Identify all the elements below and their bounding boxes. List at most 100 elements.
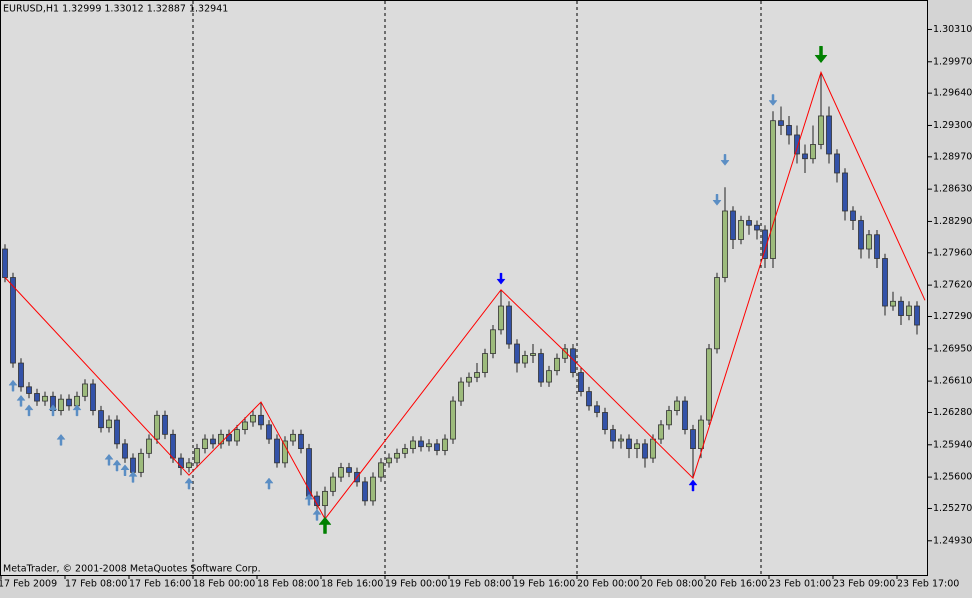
candle-body bbox=[778, 120, 784, 126]
candle-body bbox=[194, 448, 200, 464]
x-tick-label: 17 Feb 08:00 bbox=[65, 579, 127, 590]
sell-arrow bbox=[814, 45, 828, 64]
candle-body bbox=[658, 424, 664, 440]
y-tick-label: 1.25270 bbox=[933, 503, 972, 514]
candle-body bbox=[130, 457, 136, 473]
candle-body bbox=[786, 125, 792, 136]
candle-body bbox=[514, 343, 520, 364]
y-tick-label: 1.29300 bbox=[933, 120, 972, 131]
candle-body bbox=[722, 210, 728, 278]
candle-body bbox=[114, 419, 120, 445]
candle-body bbox=[162, 414, 168, 435]
candle-body bbox=[490, 329, 496, 354]
y-tick-label: 1.27620 bbox=[933, 280, 972, 291]
buy-arrow bbox=[48, 404, 58, 417]
candle-body bbox=[682, 400, 688, 430]
buy-arrow bbox=[688, 479, 698, 492]
candle-body bbox=[546, 370, 552, 383]
candle-body bbox=[522, 355, 528, 364]
candle-body bbox=[338, 467, 344, 478]
candle-body bbox=[386, 457, 392, 464]
candle-body bbox=[538, 353, 544, 383]
candle-body bbox=[442, 438, 448, 451]
candle-body bbox=[74, 395, 80, 407]
candle-body bbox=[10, 277, 16, 364]
candle-body bbox=[122, 443, 128, 459]
x-tick-label: 18 Feb 08:00 bbox=[257, 579, 319, 590]
candle-body bbox=[362, 481, 368, 502]
candle-body bbox=[426, 443, 432, 448]
candle-body bbox=[394, 452, 400, 459]
chart-title: EURUSD,H1 1.32999 1.33012 1.32887 1.3294… bbox=[3, 4, 228, 15]
candle-body bbox=[794, 134, 800, 155]
candle-body bbox=[418, 440, 424, 448]
candle-body bbox=[26, 386, 32, 394]
y-tick-label: 1.28970 bbox=[933, 151, 972, 162]
candle-body bbox=[298, 433, 304, 449]
candle-body bbox=[762, 229, 768, 259]
candle-body bbox=[330, 476, 336, 492]
x-tick-label: 18 Feb 16:00 bbox=[321, 579, 383, 590]
candle-body bbox=[434, 443, 440, 451]
candle-body bbox=[98, 410, 104, 429]
candle-body bbox=[314, 495, 320, 507]
candle-body bbox=[90, 383, 96, 411]
candle-body bbox=[890, 300, 896, 307]
y-tick-label: 1.26950 bbox=[933, 343, 972, 354]
candle-body bbox=[250, 414, 256, 423]
x-tick-label: 20 Feb 08:00 bbox=[641, 579, 703, 590]
candle-body bbox=[642, 443, 648, 459]
candle-body bbox=[674, 400, 680, 411]
candle-body bbox=[370, 476, 376, 502]
candle-body bbox=[802, 153, 808, 160]
candle-body bbox=[34, 393, 40, 402]
x-tick-label: 23 Feb 17:00 bbox=[897, 579, 959, 590]
candle-body bbox=[626, 438, 632, 449]
x-tick-label: 17 Feb 16:00 bbox=[129, 579, 191, 590]
y-tick-label: 1.25600 bbox=[933, 472, 972, 483]
x-tick-label: 23 Feb 01:00 bbox=[769, 579, 831, 590]
candle-body bbox=[858, 220, 864, 250]
candle-body bbox=[498, 305, 504, 331]
candle-body bbox=[730, 210, 736, 240]
candle-body bbox=[554, 357, 560, 372]
candle-body bbox=[818, 115, 824, 145]
candle-body bbox=[82, 383, 88, 397]
y-tick-label: 1.28630 bbox=[933, 184, 972, 195]
candle-body bbox=[258, 414, 264, 426]
candle-body bbox=[402, 448, 408, 454]
candle-body bbox=[458, 381, 464, 402]
candle-body bbox=[842, 172, 848, 212]
candle-body bbox=[738, 220, 744, 240]
sell-arrow bbox=[496, 272, 506, 285]
x-tick-label: 20 Feb 16:00 bbox=[705, 579, 767, 590]
candle-body bbox=[914, 305, 920, 326]
candle-body bbox=[634, 443, 640, 449]
candle-body bbox=[58, 398, 64, 411]
candle-body bbox=[202, 438, 208, 449]
candle-body bbox=[226, 433, 232, 442]
candle-body bbox=[482, 353, 488, 373]
buy-arrow bbox=[16, 394, 26, 407]
candle-body bbox=[826, 115, 832, 155]
candle-body bbox=[714, 277, 720, 350]
candle-body bbox=[594, 405, 600, 413]
candle-body bbox=[186, 462, 192, 469]
candle-body bbox=[66, 398, 72, 407]
candle-body bbox=[570, 348, 576, 373]
candle-body bbox=[906, 305, 912, 316]
candle-body bbox=[650, 438, 656, 459]
candle-body bbox=[610, 429, 616, 442]
y-tick-label: 1.30310 bbox=[933, 24, 972, 35]
candle-body bbox=[666, 410, 672, 426]
y-tick-label: 1.28290 bbox=[933, 216, 972, 227]
candle-body bbox=[2, 248, 8, 278]
buy-arrow bbox=[128, 471, 138, 483]
y-tick-label: 1.25940 bbox=[933, 439, 972, 450]
candle-body bbox=[746, 220, 752, 226]
y-tick-label: 1.26610 bbox=[933, 376, 972, 387]
candle-body bbox=[282, 440, 288, 464]
buy-arrow bbox=[318, 516, 332, 534]
candle-body bbox=[290, 433, 296, 442]
